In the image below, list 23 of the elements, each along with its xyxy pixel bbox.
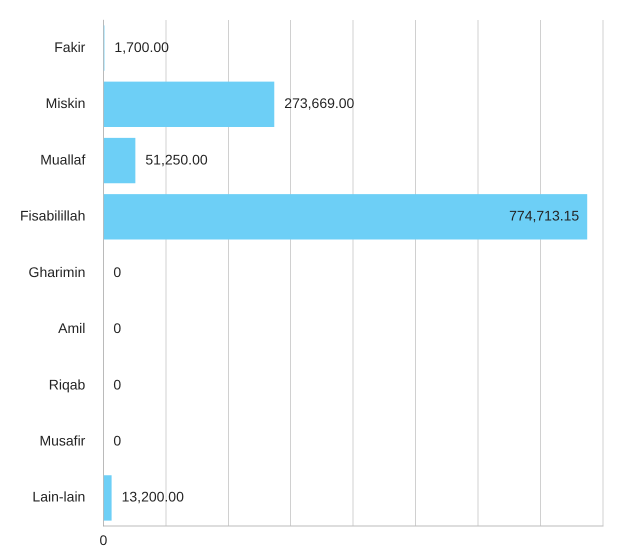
data-label: 1,700.00 <box>114 38 170 55</box>
y-tick-label: Amil <box>58 320 86 336</box>
y-tick-label: Gharimin <box>28 264 86 280</box>
data-label: 774,713.15 <box>509 208 580 224</box>
y-tick-label: Lain-lain <box>32 488 86 505</box>
data-label: 51,250.00 <box>145 151 208 168</box>
bar <box>104 194 588 240</box>
data-label: 0 <box>113 320 122 336</box>
data-label: 0 <box>113 264 122 280</box>
data-label: 273,669.00 <box>284 95 355 112</box>
bar <box>104 475 112 521</box>
data-label: 0 <box>113 432 122 449</box>
bar <box>104 138 136 184</box>
y-tick-label: Muallaf <box>40 151 86 168</box>
bar <box>104 82 274 128</box>
y-tick-label: Riqab <box>48 376 86 392</box>
y-tick-label: Miskin <box>46 95 86 112</box>
text: 0 <box>99 532 108 548</box>
y-tick-label: Musafir <box>39 432 86 449</box>
data-label: 13,200.00 <box>122 488 184 505</box>
y-tick-label: Fakir <box>54 38 86 55</box>
y-tick-label: Fisabilillah <box>20 208 86 224</box>
data-label: 0 <box>113 376 122 392</box>
